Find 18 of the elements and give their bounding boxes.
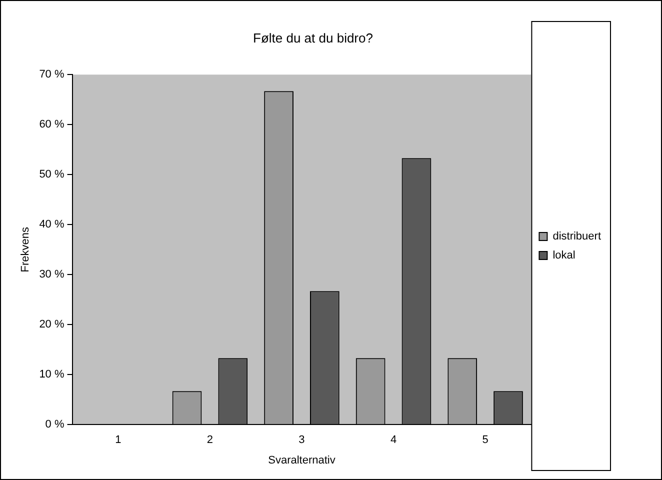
x-tick-label: 1 xyxy=(115,434,122,446)
x-tick-label: 3 xyxy=(298,434,305,446)
y-tick-label: 50 % xyxy=(39,168,64,181)
y-axis-title: Frekvens xyxy=(20,226,32,272)
y-tick-label: 10 % xyxy=(39,368,64,381)
legend-label: distribuert xyxy=(552,230,601,243)
chart-title: Følte du at du bidro? xyxy=(253,30,373,46)
x-tick-label: 4 xyxy=(390,434,397,446)
x-axis-title: Svaralternativ xyxy=(268,454,336,466)
y-tick-label: 20 % xyxy=(39,318,64,331)
legend-label: lokal xyxy=(552,250,576,262)
y-tick-label: 70 % xyxy=(39,68,64,81)
y-tick-label: 40 % xyxy=(39,218,64,231)
x-tick-label: 2 xyxy=(206,434,214,446)
y-tick-label: 60 % xyxy=(39,118,64,131)
y-tick-label: 30 % xyxy=(39,268,64,281)
y-tick-label: 0 % xyxy=(45,418,64,431)
x-tick-label: 5 xyxy=(482,434,488,446)
